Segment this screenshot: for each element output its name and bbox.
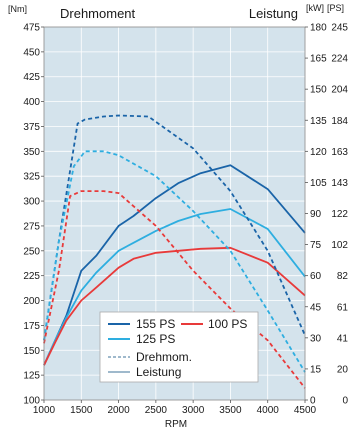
right-axis-ps-tick-label: 184 <box>331 116 348 127</box>
right-axis-ps-tick-label: 61 <box>337 302 349 313</box>
series-line-100ps-leistung <box>43 246 306 366</box>
x-axis-tick-label: 4000 <box>257 405 280 416</box>
left-axis-tick-label: 275 <box>23 221 40 232</box>
right-axis-ps-tick-label: 0 <box>342 396 348 407</box>
x-axis-tick-label: 4500 <box>294 405 317 416</box>
right-axis-kw-tick-label: 15 <box>310 364 322 375</box>
right-axis-ps-tick-label: 82 <box>337 271 349 282</box>
right-axis-kw-tick-label: 150 <box>310 85 327 96</box>
left-axis-tick-label: 100 <box>23 396 40 407</box>
right-axis-unit-kw: [kW] <box>306 3 324 13</box>
left-axis-tick-label: 425 <box>23 72 40 83</box>
legend-label-100ps: 100 PS <box>208 317 247 331</box>
left-axis-tick-label: 400 <box>23 97 40 108</box>
x-axis-tick-label: 1500 <box>70 405 93 416</box>
left-axis-tick-label: 475 <box>23 23 40 34</box>
series-line-125ps-leistung <box>43 208 306 366</box>
legend: 155 PS 100 PS 125 PS Drehmom. Leistung <box>99 311 259 383</box>
left-axis-tick-label: 150 <box>23 346 40 357</box>
right-axis-kw-tick-label: 165 <box>310 54 327 65</box>
right-axis-ps-tick-label: 41 <box>337 333 349 344</box>
right-axis-kw-tick-label: 180 <box>310 23 327 34</box>
right-axis-ps-tick-label: 102 <box>331 240 348 251</box>
right-axis-kw-tick-label: 60 <box>310 271 322 282</box>
series-line-125ps-drehmoment <box>43 150 306 373</box>
right-axis-ps-tick-label: 20 <box>337 364 349 375</box>
series-line-155ps-leistung <box>43 164 306 366</box>
x-axis-tick-label: 2500 <box>145 405 168 416</box>
left-axis-tick-label: 375 <box>23 122 40 133</box>
x-axis-tick-label: 3500 <box>219 405 242 416</box>
right-axis-unit-ps: [PS] <box>327 3 344 13</box>
left-axis-tick-label: 450 <box>23 47 40 58</box>
axis-ticks: 1001251501752002252502753003253503754004… <box>23 23 348 417</box>
legend-label-leistung: Leistung <box>136 365 181 379</box>
right-axis-ps-tick-label: 245 <box>331 23 348 34</box>
left-axis-tick-label: 300 <box>23 197 40 208</box>
right-axis-ps-tick-label: 163 <box>331 147 348 158</box>
right-axis-kw-tick-label: 120 <box>310 147 327 158</box>
left-axis-tick-label: 200 <box>23 296 40 307</box>
x-axis-tick-label: 2000 <box>107 405 130 416</box>
right-axis-kw-tick-label: 90 <box>310 209 322 220</box>
right-axis-kw-tick-label: 30 <box>310 333 322 344</box>
legend-label-125ps: 125 PS <box>136 332 175 346</box>
right-axis-kw-tick-label: 75 <box>310 240 322 251</box>
left-axis-tick-label: 175 <box>23 321 40 332</box>
right-axis-kw-tick-label: 45 <box>310 302 322 313</box>
right-axis-kw-tick-label: 105 <box>310 178 327 189</box>
x-axis-tick-label: 3000 <box>182 405 205 416</box>
right-axis-ps-tick-label: 143 <box>331 178 348 189</box>
right-axis-ps-tick-label: 122 <box>331 209 348 220</box>
series-line-155ps-drehmoment <box>43 114 306 341</box>
legend-label-155ps: 155 PS <box>136 317 175 331</box>
left-axis-tick-label: 325 <box>23 172 40 183</box>
right-title: Leistung <box>249 6 298 21</box>
left-title: Drehmoment <box>60 6 136 21</box>
left-axis-tick-label: 125 <box>23 371 40 382</box>
series-line-100ps-drehmoment <box>43 190 306 389</box>
x-axis-tick-label: 1000 <box>33 405 56 416</box>
left-axis-tick-label: 250 <box>23 246 40 257</box>
right-axis-ps-tick-label: 224 <box>331 54 348 65</box>
right-axis-kw-tick-label: 0 <box>310 396 316 407</box>
x-axis-label: RPM <box>165 419 187 430</box>
right-axis-ps-tick-label: 204 <box>331 85 348 96</box>
left-axis-unit: [Nm] <box>8 4 27 14</box>
series-lines <box>43 114 306 389</box>
right-axis-kw-tick-label: 135 <box>310 116 327 127</box>
left-axis-tick-label: 225 <box>23 271 40 282</box>
left-axis-tick-label: 350 <box>23 147 40 158</box>
legend-label-drehmom: Drehmom. <box>136 350 192 364</box>
